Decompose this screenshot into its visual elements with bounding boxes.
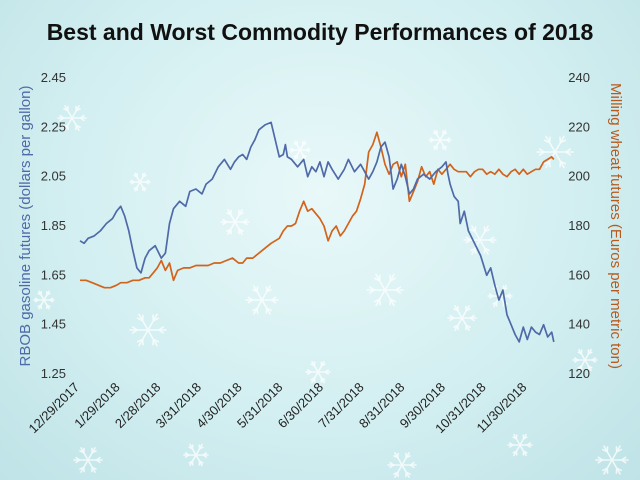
snowflake-icon — [447, 305, 477, 331]
snowflake-icon — [387, 452, 417, 478]
y-left-tick-label: 2.45 — [41, 70, 66, 85]
x-tick-label: 12/29/2017 — [25, 380, 82, 437]
y-right-ticks: 240 220 200 180 160 140 120 — [568, 70, 590, 381]
wheat-series-line — [80, 131, 555, 289]
snowflake-icon — [220, 209, 250, 235]
snowflake-icon — [183, 443, 209, 467]
snowflake-icon — [507, 433, 533, 457]
snowflake-icon — [536, 135, 574, 169]
snowflake-icon — [305, 360, 331, 384]
snowflake-icon — [57, 105, 87, 131]
y-right-axis-title: Milling wheat futures (Euros per metric … — [607, 83, 624, 369]
y-left-tick-label: 1.85 — [41, 218, 66, 233]
y-left-tick-label: 2.05 — [41, 169, 66, 184]
y-right-tick-label: 240 — [568, 70, 590, 85]
snowflake-icon — [572, 348, 598, 372]
snowflake-icon — [428, 129, 452, 151]
y-left-tick-label: 1.65 — [41, 267, 66, 282]
snowflake-icon — [73, 447, 103, 473]
y-left-tick-label: 1.25 — [41, 366, 66, 381]
snowflake-icon — [366, 273, 404, 307]
snowflake-icon — [129, 313, 167, 347]
y-right-tick-label: 180 — [568, 218, 590, 233]
chart-title: Best and Worst Commodity Performances of… — [47, 19, 594, 45]
x-ticks: 12/29/20171/29/20182/28/20183/31/20184/3… — [25, 380, 529, 437]
y-right-tick-label: 120 — [568, 366, 590, 381]
y-left-tick-label: 1.45 — [41, 317, 66, 332]
y-right-tick-label: 220 — [568, 119, 590, 134]
rbob-series-line — [79, 121, 555, 343]
snowflake-icon — [129, 172, 151, 192]
y-right-tick-label: 200 — [568, 169, 590, 184]
y-right-tick-label: 160 — [568, 267, 590, 282]
snowflake-icon — [289, 140, 311, 160]
y-left-ticks: 2.45 2.25 2.05 1.85 1.65 1.45 1.25 — [41, 70, 66, 381]
snowflake-icon — [595, 445, 629, 475]
y-left-axis-title: RBOB gasoline futures (dollars per gallo… — [17, 86, 34, 367]
snowflake-icon — [245, 285, 279, 315]
y-left-tick-label: 2.25 — [41, 119, 66, 134]
snowflake-icon — [33, 290, 55, 310]
y-right-tick-label: 140 — [568, 317, 590, 332]
